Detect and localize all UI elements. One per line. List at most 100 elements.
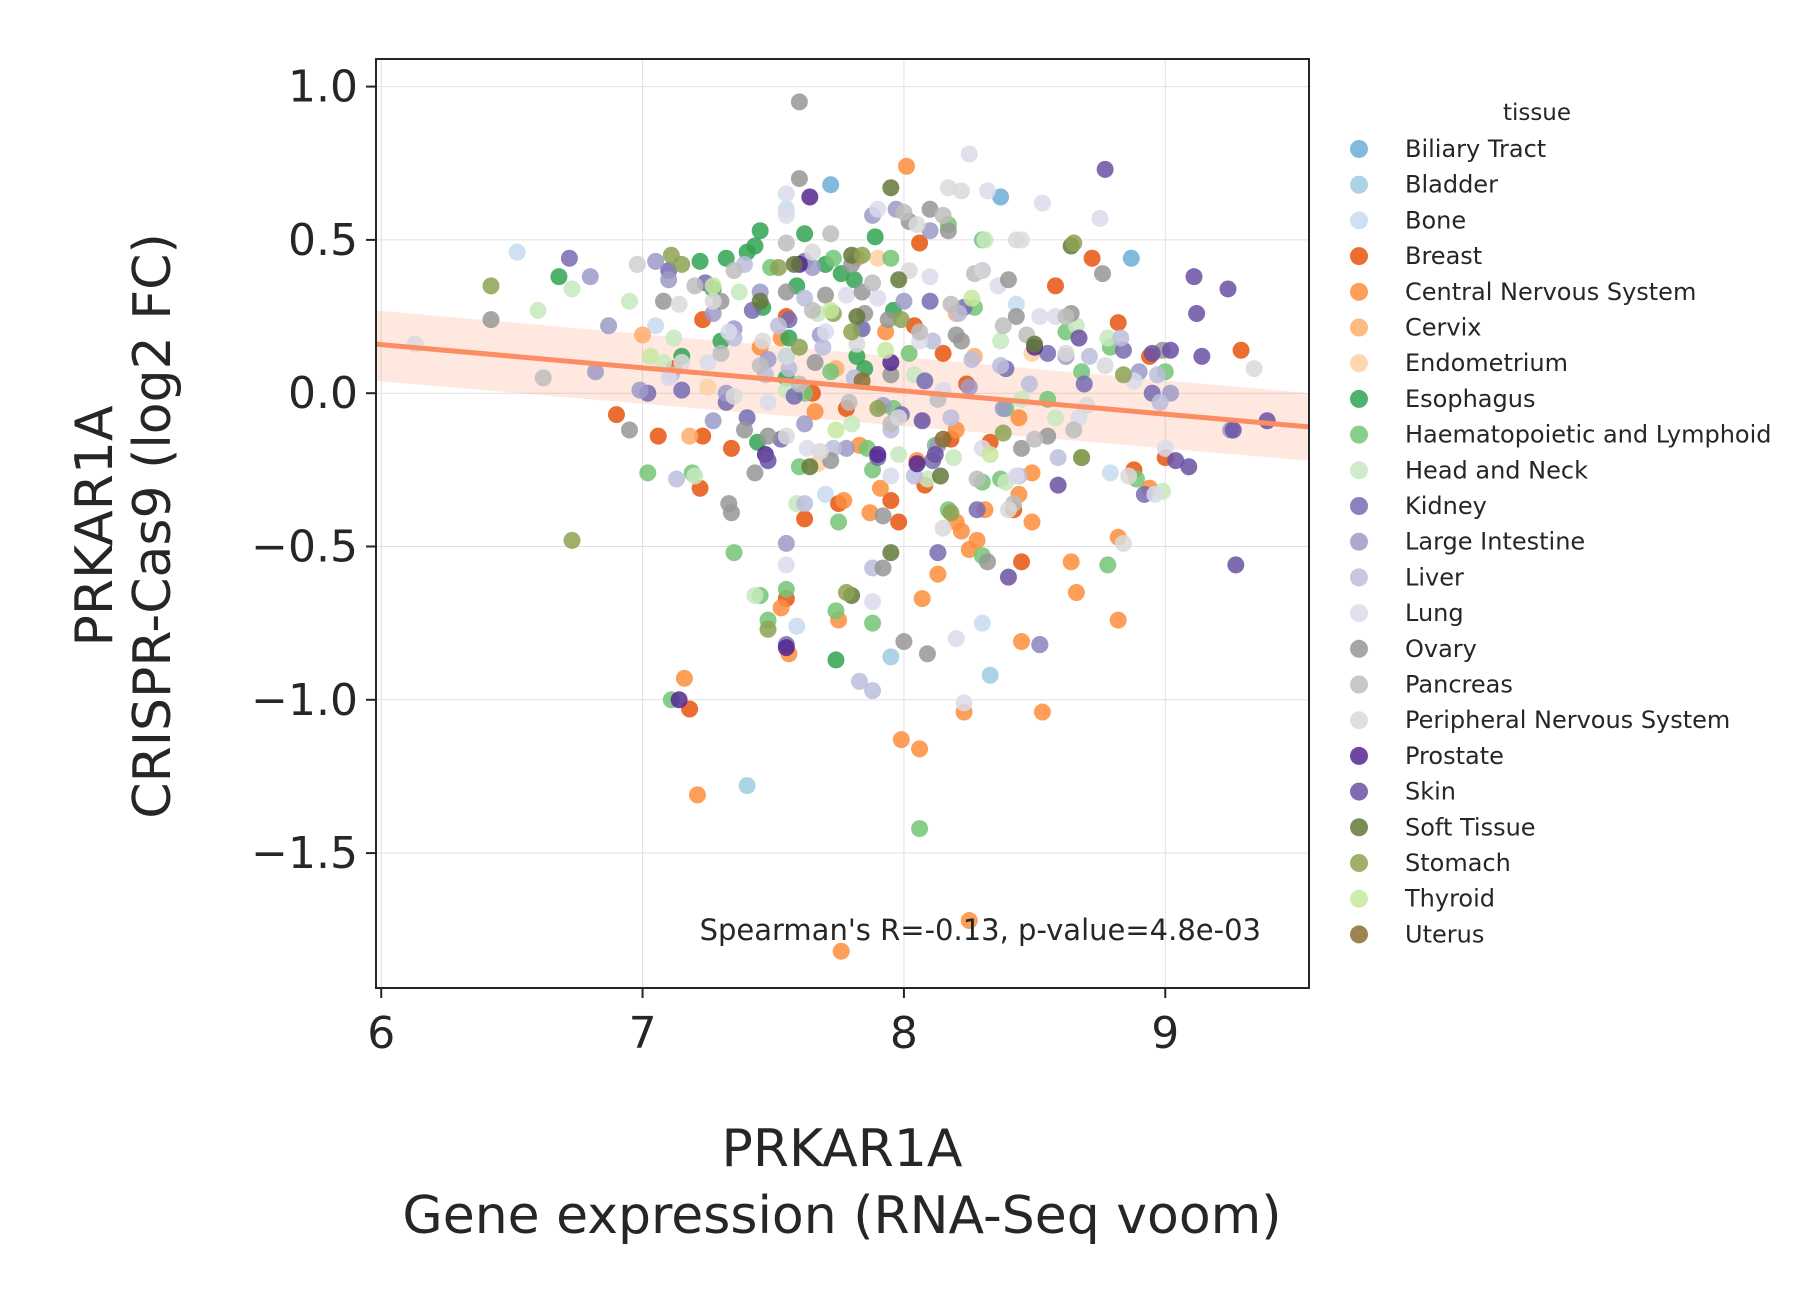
legend-marker bbox=[1350, 639, 1368, 658]
data-point bbox=[992, 332, 1010, 350]
legend-label: Stomach bbox=[1405, 849, 1511, 877]
data-point bbox=[1007, 295, 1025, 313]
data-point bbox=[1114, 366, 1132, 384]
data-point bbox=[866, 228, 884, 246]
data-point bbox=[874, 507, 892, 525]
data-point bbox=[647, 252, 665, 270]
data-point bbox=[482, 311, 500, 329]
data-point bbox=[720, 323, 738, 341]
regression-line-layer bbox=[375, 341, 1310, 430]
data-point bbox=[882, 492, 900, 510]
data-point bbox=[1057, 308, 1075, 326]
data-point bbox=[1010, 409, 1028, 427]
data-point bbox=[992, 188, 1010, 206]
data-point bbox=[929, 544, 947, 562]
series-skin bbox=[759, 160, 1276, 586]
data-point bbox=[607, 406, 625, 424]
data-point bbox=[796, 415, 814, 433]
y-tick-label: 0.5 bbox=[288, 215, 358, 266]
data-point bbox=[772, 599, 790, 617]
data-point bbox=[751, 357, 769, 375]
data-point bbox=[777, 639, 795, 657]
y-axis-title-line-2: CRISPR-Cas9 (log2 FC) bbox=[123, 233, 183, 818]
legend-item: Biliary Tract bbox=[1350, 135, 1546, 163]
data-point bbox=[811, 442, 829, 460]
x-axis-title-line-2: Gene expression (RNA-Seq voom) bbox=[402, 1186, 1281, 1246]
data-point bbox=[587, 363, 605, 381]
data-point bbox=[1219, 280, 1237, 298]
legend-marker bbox=[1350, 354, 1368, 373]
data-point bbox=[871, 479, 889, 497]
data-point bbox=[1109, 314, 1127, 332]
data-point bbox=[691, 252, 709, 270]
data-point bbox=[882, 544, 900, 562]
data-point bbox=[882, 648, 900, 666]
data-point bbox=[932, 467, 950, 485]
data-point bbox=[843, 323, 861, 341]
data-point bbox=[1185, 268, 1203, 286]
legend-label: Lung bbox=[1405, 599, 1464, 627]
data-point bbox=[725, 262, 743, 280]
data-point bbox=[1070, 329, 1088, 347]
data-point bbox=[704, 277, 722, 295]
data-point bbox=[647, 317, 665, 335]
data-point bbox=[563, 280, 581, 298]
data-point bbox=[777, 580, 795, 598]
legend-item: Soft Tissue bbox=[1350, 813, 1536, 841]
legend: tissue Biliary Tract Bladder Bone Breast Cen… bbox=[1350, 100, 1772, 948]
data-point bbox=[1057, 344, 1075, 362]
data-point bbox=[1120, 467, 1138, 485]
data-point bbox=[1013, 553, 1031, 571]
data-point bbox=[660, 369, 678, 387]
data-point bbox=[952, 182, 970, 200]
data-point bbox=[898, 157, 916, 175]
legend-marker bbox=[1350, 746, 1368, 765]
data-point bbox=[1080, 347, 1098, 365]
data-point bbox=[895, 203, 913, 221]
data-point bbox=[790, 93, 808, 111]
data-point bbox=[963, 350, 981, 368]
data-point bbox=[639, 464, 657, 482]
data-point bbox=[934, 344, 952, 362]
data-point bbox=[934, 430, 952, 448]
data-point bbox=[999, 501, 1017, 519]
data-point bbox=[973, 262, 991, 280]
legend-label: Liver bbox=[1405, 563, 1464, 591]
data-point bbox=[827, 421, 845, 439]
data-point bbox=[686, 467, 704, 485]
legend-marker bbox=[1350, 568, 1368, 587]
data-point bbox=[864, 593, 882, 611]
data-point bbox=[1096, 357, 1114, 375]
data-point bbox=[890, 513, 908, 531]
data-point bbox=[1007, 308, 1025, 326]
data-point bbox=[921, 268, 939, 286]
legend-item: Bladder bbox=[1350, 171, 1498, 199]
data-point bbox=[631, 381, 649, 399]
data-point bbox=[869, 200, 887, 218]
data-point bbox=[777, 206, 795, 224]
data-point bbox=[890, 271, 908, 289]
data-point bbox=[641, 347, 659, 365]
data-point bbox=[895, 633, 913, 651]
data-point bbox=[1161, 341, 1179, 359]
data-point bbox=[835, 492, 853, 510]
data-point bbox=[560, 249, 578, 267]
legend-label: Bone bbox=[1405, 206, 1466, 234]
data-point bbox=[869, 249, 887, 267]
data-point bbox=[999, 271, 1017, 289]
data-points bbox=[406, 93, 1276, 960]
data-point bbox=[777, 283, 795, 301]
data-point bbox=[882, 366, 900, 384]
data-point bbox=[817, 286, 835, 304]
y-tick-label: 1.0 bbox=[288, 62, 358, 113]
data-point bbox=[827, 651, 845, 669]
data-point bbox=[1026, 335, 1044, 353]
data-point bbox=[892, 731, 910, 749]
data-point bbox=[840, 393, 858, 411]
regression-line bbox=[375, 341, 1310, 430]
legend-label: Peripheral Nervous System bbox=[1405, 706, 1730, 734]
data-point bbox=[1180, 458, 1198, 476]
legend-marker bbox=[1350, 497, 1368, 515]
data-point bbox=[999, 568, 1017, 586]
data-point bbox=[837, 439, 855, 457]
